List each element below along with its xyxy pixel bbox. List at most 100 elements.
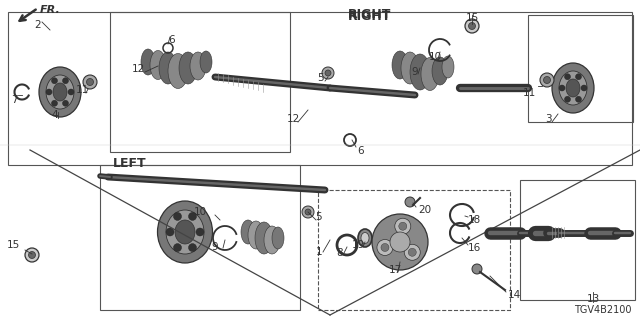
Bar [110,12,290,152]
Ellipse shape [159,52,177,84]
Text: 15: 15 [7,240,20,250]
Circle shape [395,218,411,234]
Ellipse shape [157,201,212,263]
Text: 11: 11 [76,85,88,95]
Circle shape [564,74,570,80]
Ellipse shape [566,79,580,97]
Circle shape [51,100,58,106]
Ellipse shape [358,229,372,247]
Text: 12: 12 [286,114,300,124]
Ellipse shape [166,210,204,254]
Circle shape [543,76,550,84]
Circle shape [25,248,39,262]
Text: RIGHT: RIGHT [348,10,392,23]
Text: 8: 8 [337,248,343,258]
Circle shape [29,252,35,259]
Text: 4: 4 [52,110,58,120]
Text: RIGHT: RIGHT [348,8,392,21]
Circle shape [173,212,182,220]
Ellipse shape [200,51,212,73]
Circle shape [166,228,174,236]
Text: FR.: FR. [40,5,61,15]
Bar [8,12,632,165]
Bar [318,190,510,310]
Text: 15: 15 [465,13,479,23]
Text: 12: 12 [131,64,145,74]
Text: 11: 11 [523,88,536,98]
Text: 9: 9 [412,67,419,77]
Ellipse shape [46,75,74,109]
Text: 17: 17 [388,265,402,275]
Circle shape [372,214,428,270]
Circle shape [189,212,196,220]
Ellipse shape [190,52,206,80]
Ellipse shape [175,220,195,244]
Text: TGV4B2100: TGV4B2100 [575,305,632,315]
Circle shape [581,85,587,91]
Text: 5: 5 [317,73,323,83]
Ellipse shape [264,226,280,254]
Circle shape [405,197,415,207]
Ellipse shape [39,67,81,117]
Text: 7: 7 [11,95,17,105]
Circle shape [465,19,479,33]
Bar [100,165,300,310]
Ellipse shape [141,49,155,75]
Ellipse shape [442,56,454,78]
Bar [520,180,635,300]
Ellipse shape [272,227,284,249]
Text: 6: 6 [169,35,175,45]
Text: 18: 18 [468,215,481,225]
Ellipse shape [179,52,197,84]
Circle shape [399,222,407,230]
Text: 6: 6 [357,146,364,156]
Circle shape [404,244,420,260]
Ellipse shape [248,221,264,249]
Text: 5: 5 [315,212,321,222]
Circle shape [305,209,311,215]
Circle shape [302,206,314,218]
Text: 3: 3 [545,114,551,124]
Circle shape [377,239,393,255]
Circle shape [86,78,93,85]
Circle shape [390,232,410,252]
Circle shape [564,96,570,102]
Text: 20: 20 [418,205,431,215]
Circle shape [540,73,554,87]
Circle shape [322,67,334,79]
Text: 14: 14 [508,290,521,300]
Circle shape [325,70,331,76]
Ellipse shape [255,222,273,254]
Text: 13: 13 [586,294,600,304]
Circle shape [63,78,68,84]
Ellipse shape [410,54,430,90]
Circle shape [408,248,416,256]
Circle shape [51,78,58,84]
Bar [528,15,633,122]
Text: 19: 19 [351,240,365,250]
Text: 16: 16 [468,243,481,253]
Ellipse shape [559,71,587,105]
Ellipse shape [552,63,594,113]
Ellipse shape [53,83,67,101]
Ellipse shape [150,51,166,79]
Circle shape [63,100,68,106]
Text: 9: 9 [212,242,218,252]
Text: LEFT: LEFT [113,157,147,170]
Ellipse shape [432,57,448,85]
Circle shape [83,75,97,89]
Circle shape [46,89,52,95]
Circle shape [381,244,389,252]
Circle shape [196,228,204,236]
Circle shape [173,244,182,252]
Text: 10: 10 [428,52,442,62]
Circle shape [575,74,582,80]
Circle shape [68,89,74,95]
Circle shape [472,264,482,274]
Text: 1: 1 [316,247,322,257]
Ellipse shape [401,52,419,84]
Ellipse shape [361,233,369,244]
Ellipse shape [392,51,408,79]
Ellipse shape [421,58,439,91]
Ellipse shape [241,220,255,244]
